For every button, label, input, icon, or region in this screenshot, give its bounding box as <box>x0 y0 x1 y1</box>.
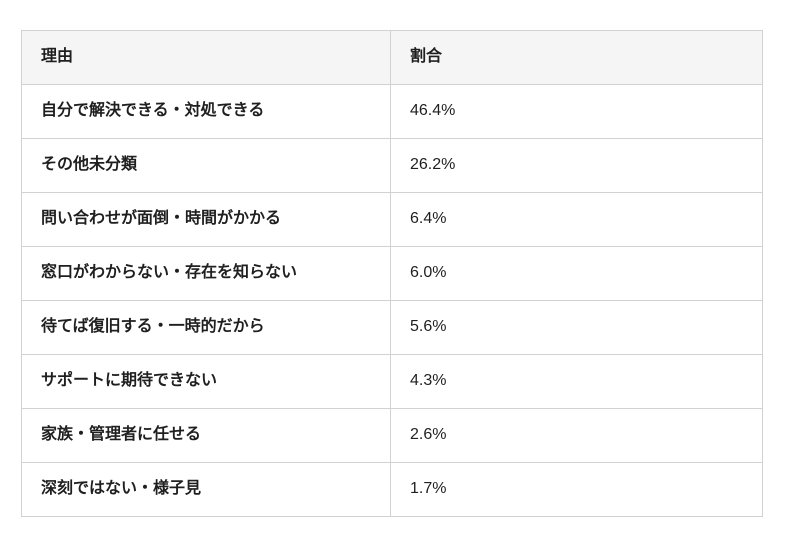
table-row: 自分で解決できる・対処できる 46.4% <box>21 84 763 139</box>
table-row: サポートに期待できない 4.3% <box>21 354 763 409</box>
percentage-cell: 2.6% <box>390 408 763 463</box>
percentage-cell: 4.3% <box>390 354 763 409</box>
reason-cell: 待てば復旧する・一時的だから <box>21 300 391 355</box>
table-row: 問い合わせが面倒・時間がかかる 6.4% <box>21 192 763 247</box>
table-row: 待てば復旧する・一時的だから 5.6% <box>21 300 763 355</box>
table-row: 深刻ではない・様子見 1.7% <box>21 462 763 517</box>
table-container: 理由 割合 自分で解決できる・対処できる 46.4% その他未分類 26.2% 問い合わ… <box>21 30 763 517</box>
percentage-cell: 5.6% <box>390 300 763 355</box>
reasons-percentage-table: 理由 割合 自分で解決できる・対処できる 46.4% その他未分類 26.2% 問い合わ… <box>21 30 763 517</box>
table-row: その他未分類 26.2% <box>21 138 763 193</box>
reason-cell: 窓口がわからない・存在を知らない <box>21 246 391 301</box>
percentage-cell: 26.2% <box>390 138 763 193</box>
reason-cell: 問い合わせが面倒・時間がかかる <box>21 192 391 247</box>
percentage-cell: 6.0% <box>390 246 763 301</box>
percentage-cell: 6.4% <box>390 192 763 247</box>
reason-cell: その他未分類 <box>21 138 391 193</box>
table-body: 自分で解決できる・対処できる 46.4% その他未分類 26.2% 問い合わせが面倒・時… <box>21 84 763 517</box>
reason-cell: 家族・管理者に任せる <box>21 408 391 463</box>
column-header-reason: 理由 <box>21 30 391 85</box>
table-row: 家族・管理者に任せる 2.6% <box>21 408 763 463</box>
percentage-cell: 1.7% <box>390 462 763 517</box>
percentage-cell: 46.4% <box>390 84 763 139</box>
table-row: 窓口がわからない・存在を知らない 6.0% <box>21 246 763 301</box>
reason-cell: 自分で解決できる・対処できる <box>21 84 391 139</box>
reason-cell: 深刻ではない・様子見 <box>21 462 391 517</box>
header-row: 理由 割合 <box>21 30 763 85</box>
column-header-percentage: 割合 <box>390 30 763 85</box>
reason-cell: サポートに期待できない <box>21 354 391 409</box>
